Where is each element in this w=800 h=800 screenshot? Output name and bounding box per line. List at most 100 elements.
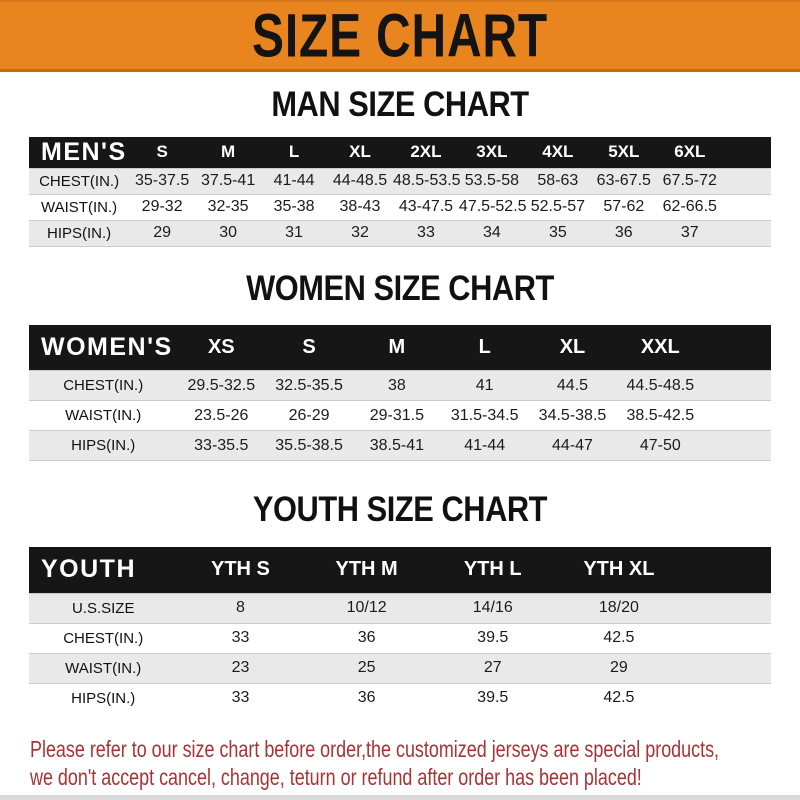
column-header: S: [156, 142, 168, 162]
table-row: WAIST(IN.) 23.5-26 26-29 29-31.5 31.5-34.5 34…: [29, 400, 771, 431]
table-cell: 62-66.5: [662, 198, 717, 215]
table-cell: 32-35: [207, 198, 249, 215]
row-label: HIPS(IN.): [71, 689, 136, 707]
table-cell: 18/20: [555, 592, 682, 624]
column-header: XS: [207, 335, 235, 358]
column-header: 6XL: [674, 142, 706, 162]
table-cell: 47-50: [616, 430, 705, 461]
table-cell: 35.5-38.5: [265, 430, 353, 461]
column-header: XL: [349, 142, 371, 162]
row-label: U.S.SIZE: [29, 592, 178, 624]
table-cell: 44.5-48.5: [616, 370, 705, 401]
table-row: CHEST(IN.) 35-37.5 37.5-41 41-44 44-48.5 48.5…: [29, 167, 771, 195]
column-header: XL: [559, 335, 586, 358]
table-cell: 27: [429, 652, 556, 684]
table-row: U.S.SIZE 8 10/12 14/16 18/20: [29, 592, 771, 624]
column-header: S: [302, 335, 316, 358]
row-label: CHEST(IN.): [63, 629, 144, 647]
table-cell: 57-62: [603, 198, 645, 215]
table-cell: 38.5-42.5: [626, 406, 695, 424]
table-cell: 29-31.5: [369, 406, 425, 424]
table-cell: 35-38: [273, 198, 315, 215]
row-label: WAIST(IN.): [65, 407, 142, 424]
table-cell: 31.5-34.5: [450, 406, 519, 424]
table-cell: 52.5-57: [530, 198, 585, 215]
bottom-strip: [0, 795, 800, 800]
table-header-label: MEN'S: [41, 137, 127, 166]
row-spacer: [704, 430, 771, 461]
men-section-title: MAN SIZE CHART: [271, 85, 529, 124]
table-row: HIPS(IN.) 33-35.5 35.5-38.5 38.5-41 41-44 44-…: [29, 430, 771, 461]
table-cell: 42.5: [603, 629, 635, 646]
table-header-label: YOUTH: [41, 555, 136, 584]
table-cell: 38-43: [339, 198, 381, 215]
column-header: M: [388, 335, 406, 358]
women-size-table: WOMEN'S XS S M L XL XXL CHEST(IN.) 29.5-32.5 32.5…: [29, 324, 771, 461]
column-header: L: [288, 142, 300, 162]
table-cell: 39.5: [477, 629, 509, 646]
table-cell: 47.5-52.5: [458, 198, 527, 215]
table-cell: 32: [327, 219, 393, 247]
table-cell: 29-32: [141, 198, 183, 215]
table-cell: 29: [129, 219, 196, 247]
table-cell: 36: [357, 689, 376, 707]
header-spacer: [723, 137, 771, 168]
row-label: HIPS(IN.): [29, 219, 130, 247]
table-cell: 33-35.5: [177, 430, 266, 461]
table-cell: 33: [392, 219, 459, 247]
row-spacer: [704, 370, 771, 401]
table-row: CHEST(IN.) 29.5-32.5 32.5-35.5 38 41 44.5 44.5…: [29, 370, 771, 401]
column-header: 2XL: [410, 142, 442, 162]
table-cell: 36: [357, 629, 376, 646]
table-cell: 29: [555, 652, 682, 684]
youth-size-table: YOUTH YTH S YTH M YTH L YTH XL U.S.SIZE 8 10/12…: [29, 547, 771, 713]
table-header-row: MEN'S S M L XL 2XL 3XL 4XL 5XL 6XL: [29, 137, 771, 168]
table-row: CHEST(IN.) 33 36 39.5 42.5: [29, 623, 771, 653]
row-spacer: [682, 623, 771, 653]
column-header: 4XL: [542, 142, 574, 162]
row-label: HIPS(IN.): [29, 430, 178, 461]
row-label: CHEST(IN.): [29, 370, 178, 401]
table-cell: 42.5: [603, 689, 635, 707]
footer-note: Please refer to our size chart before or…: [30, 735, 800, 791]
table-header-row: YOUTH YTH S YTH M YTH L YTH XL: [29, 547, 771, 593]
table-cell: 41: [440, 370, 529, 401]
row-spacer: [722, 167, 771, 195]
page-title: SIZE CHART: [252, 0, 548, 70]
table-cell: 8: [177, 592, 304, 624]
table-cell: 33: [231, 689, 250, 707]
table-cell: 36: [590, 219, 657, 247]
table-cell: 35: [524, 219, 591, 247]
table-cell: 48.5-53.5: [392, 167, 461, 195]
footer-line-1: Please refer to our size chart before or…: [30, 736, 720, 762]
column-header: YTH S: [211, 558, 270, 581]
row-spacer: [704, 401, 771, 431]
row-label: WAIST(IN.): [29, 652, 178, 684]
column-header: 5XL: [608, 142, 640, 162]
table-cell: 23: [177, 652, 304, 684]
table-cell: 25: [303, 652, 430, 684]
header-spacer: [682, 547, 771, 593]
table-cell: 26-29: [288, 406, 330, 424]
table-cell: 33: [231, 629, 250, 646]
table-cell: 29.5-32.5: [177, 370, 266, 401]
table-cell: 35-37.5: [129, 167, 196, 195]
men-size-chart-section: MAN SIZE CHART MEN'S S M L XL 2XL 3XL 4XL 5XL 6XL…: [0, 87, 800, 247]
women-section-title: WOMEN SIZE CHART: [246, 268, 554, 308]
header-spacer: [704, 325, 771, 371]
row-label: CHEST(IN.): [29, 167, 130, 195]
column-header: 3XL: [476, 142, 508, 162]
table-cell: 67.5-72: [656, 167, 723, 195]
table-cell: 44-47: [528, 430, 617, 461]
table-row: WAIST(IN.) 23 25 27 29: [29, 652, 771, 684]
row-spacer: [682, 683, 771, 713]
table-header-row: WOMEN'S XS S M L XL XXL: [29, 324, 771, 371]
youth-section-title: YOUTH SIZE CHART: [252, 490, 548, 529]
table-row: HIPS(IN.) 29 30 31 32 33 34 35 36 37: [29, 219, 771, 247]
table-cell: 63-67.5: [590, 167, 657, 195]
row-label: WAIST(IN.): [41, 198, 118, 216]
table-cell: 31: [261, 219, 328, 247]
table-cell: 30: [195, 219, 262, 247]
table-cell: 34: [458, 219, 525, 247]
men-size-table: MEN'S S M L XL 2XL 3XL 4XL 5XL 6XL CHEST(IN.) 35-37…: [29, 137, 771, 247]
